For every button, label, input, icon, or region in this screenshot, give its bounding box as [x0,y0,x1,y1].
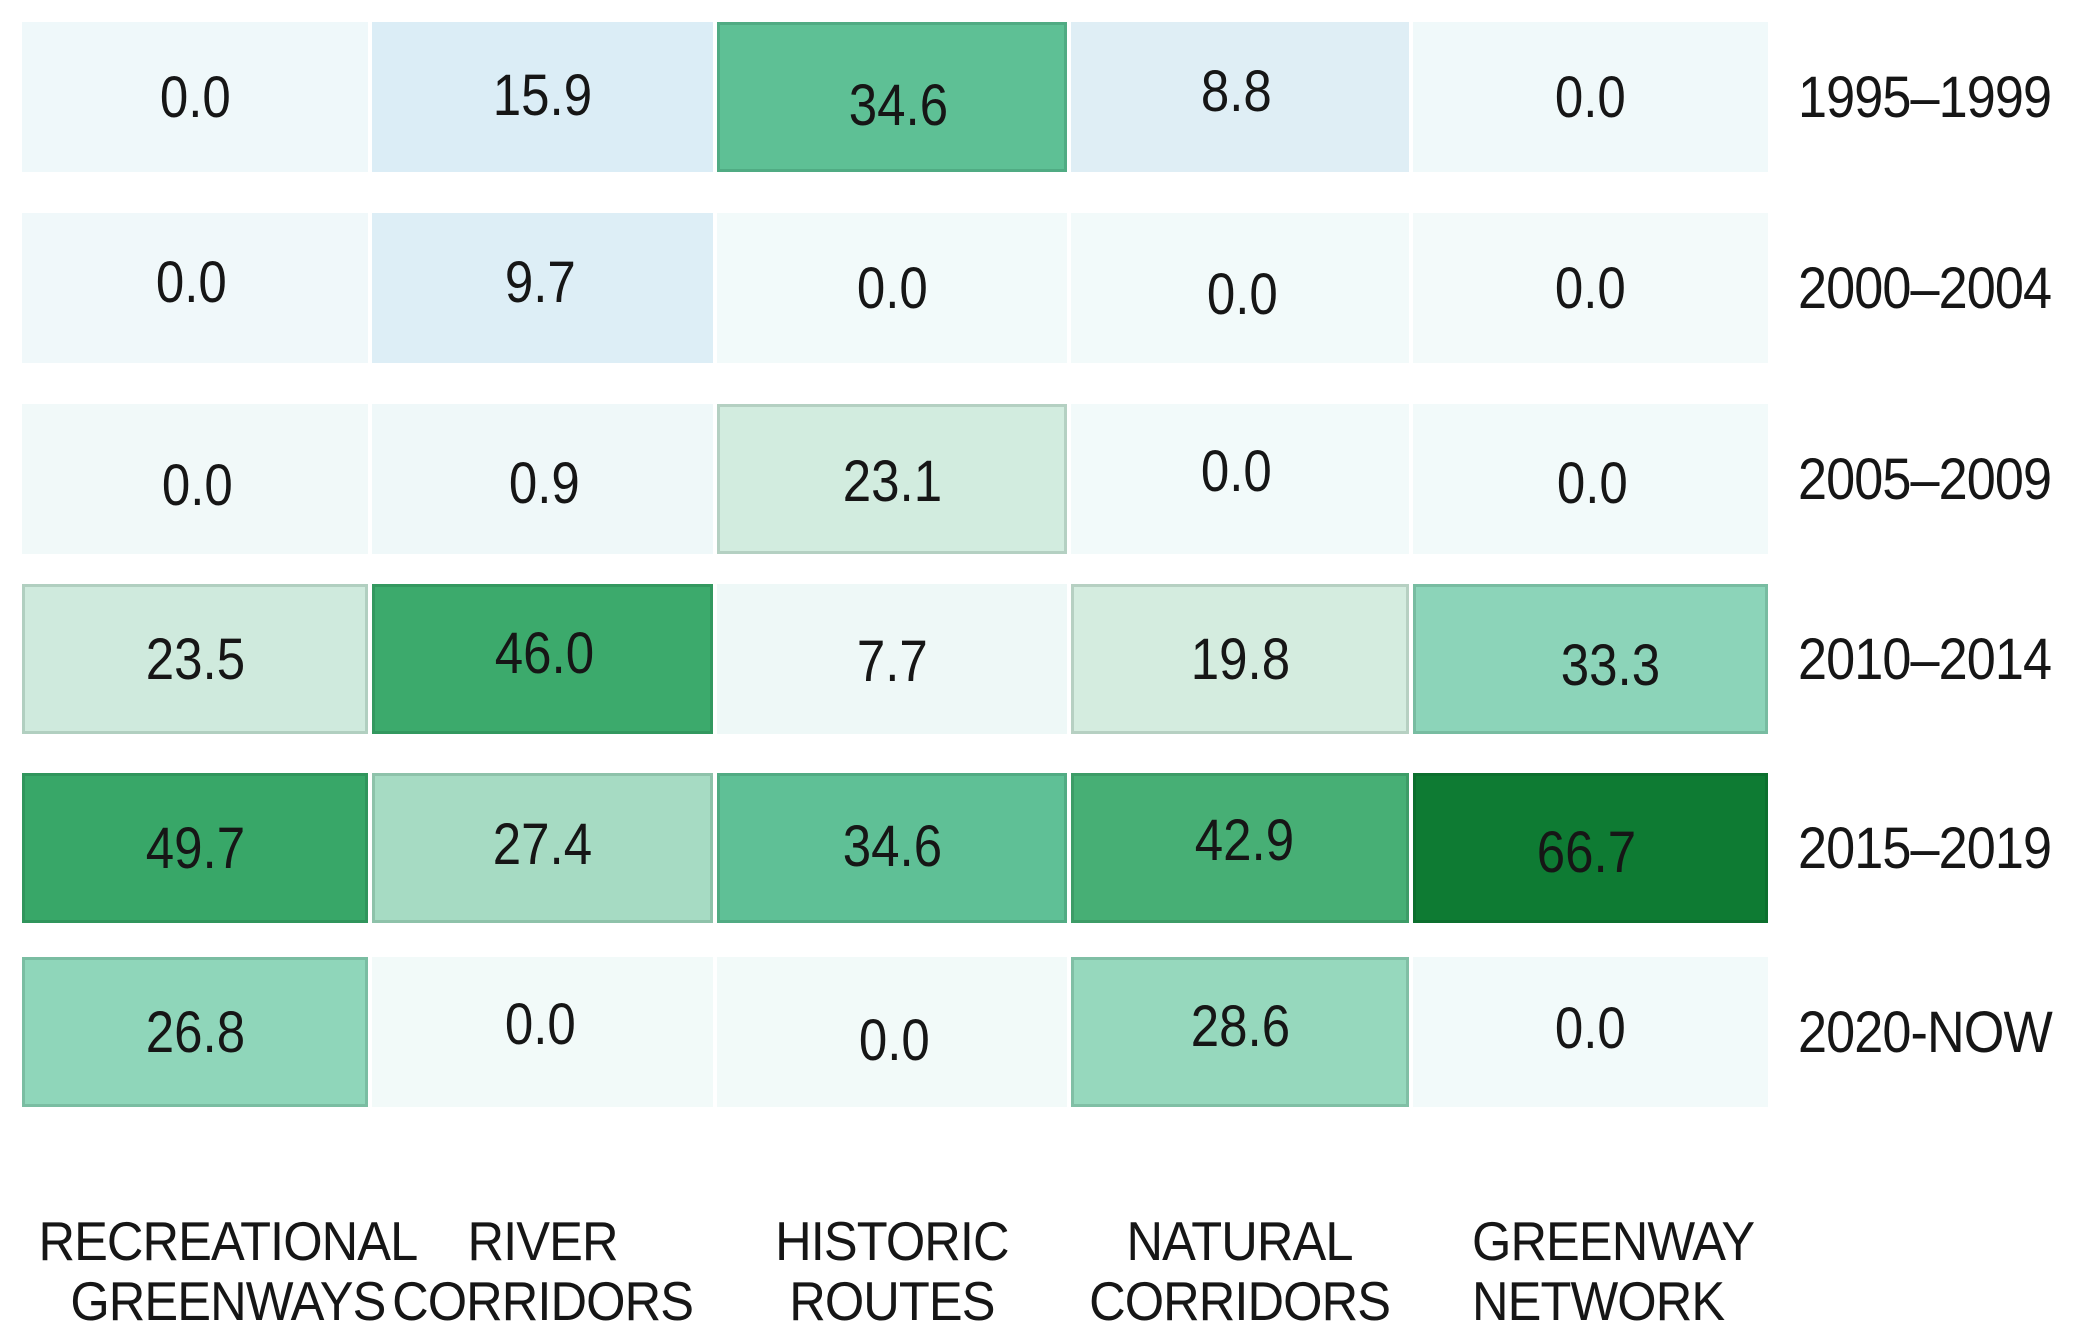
heatmap-cell-r1c3: 34.6 [717,22,1067,172]
row-label-text: 1995–1999 [1798,64,2052,130]
heatmap-cell-r5c4: 42.9 [1071,773,1409,923]
cell-value: 19.8 [1190,626,1290,692]
row-label-text: 2000–2004 [1798,255,2052,321]
cell-value: 0.0 [161,452,233,518]
heatmap-cell-r4c4: 19.8 [1071,584,1409,734]
heatmap-cell-r3c5: 0.0 [1413,404,1768,554]
row-label-1: 1995–1999 [1798,22,2079,172]
row-label-4: 2010–2014 [1798,584,2079,734]
heatmap-cell-r6c1: 26.8 [22,957,368,1107]
heatmap-cell-r2c1: 0.0 [22,213,368,363]
cell-value: 0.0 [1555,995,1626,1061]
row-label-6: 2020-NOW [1798,957,2080,1107]
cell-value: 42.9 [1194,807,1294,873]
column-label-line: RIVER [467,1210,618,1272]
heatmap-cell-r2c3: 0.0 [717,213,1067,363]
column-label-line: ROUTES [789,1270,995,1332]
cell-value: 27.4 [492,811,593,877]
column-label-line: CORRIDORS [392,1270,694,1332]
heatmap-cell-r6c4: 28.6 [1071,957,1409,1107]
column-label-line: NATURAL [1126,1210,1354,1272]
heatmap-cell-r6c5: 0.0 [1413,957,1768,1107]
heatmap-cell-r3c3: 23.1 [717,404,1067,554]
heatmap-cell-r2c2: 9.7 [372,213,713,363]
cell-value: 0.0 [159,64,231,130]
cell-value: 46.0 [494,620,595,686]
heatmap-cell-r4c2: 46.0 [372,584,713,734]
row-label-2: 2000–2004 [1798,213,2079,363]
cell-value: 0.0 [1206,261,1278,327]
heatmap-cell-r1c4: 8.8 [1071,22,1409,172]
cell-value: 8.8 [1200,58,1272,124]
heatmap-cell-r1c5: 0.0 [1413,22,1768,172]
cell-value: 15.9 [492,62,593,128]
cell-value: 28.6 [1190,993,1290,1059]
heatmap-cell-r3c2: 0.9 [372,404,713,554]
column-label-3: HISTORIC ROUTES [717,1211,1067,1331]
heatmap-cell-r6c3: 0.0 [717,957,1067,1107]
heatmap-cell-r1c1: 0.0 [22,22,368,172]
cell-value: 66.7 [1536,819,1637,885]
row-label-3: 2005–2009 [1798,404,2079,554]
heatmap-cell-r2c4: 0.0 [1071,213,1409,363]
cell-value: 0.0 [1555,255,1626,321]
column-label-line: NETWORK [1472,1270,1725,1332]
row-label-5: 2015–2019 [1798,773,2079,923]
cell-value: 9.7 [505,249,576,315]
column-label-text: NATURAL CORRIDORS [1089,1210,1392,1332]
column-label-1: RECREATIONAL GREENWAYS [22,1211,418,1331]
heatmap-cell-r3c1: 0.0 [22,404,368,554]
cell-value: 33.3 [1560,632,1661,698]
heatmap-cell-r5c5: 66.7 [1413,773,1768,923]
heatmap-cell-r5c2: 27.4 [372,773,713,923]
cell-value: 49.7 [145,815,245,881]
column-label-text: RECREATIONAL GREENWAYS [38,1210,418,1332]
cell-value: 0.0 [856,255,928,321]
heatmap-cell-r4c3: 7.7 [717,584,1067,734]
cell-value: 0.0 [1557,450,1628,516]
cell-value: 0.0 [1200,438,1272,504]
cell-value: 0.0 [505,991,576,1057]
cell-value: 0.0 [1555,64,1626,130]
column-label-5: GREENWAY NETWORK [1413,1211,1827,1331]
heatmap-cell-r4c5: 33.3 [1413,584,1768,734]
heatmap-cell-r4c1: 23.5 [22,584,368,734]
row-label-text: 2010–2014 [1798,626,2052,692]
cell-value: 34.6 [848,72,948,138]
column-label-2: RIVER CORRIDORS [372,1211,713,1331]
heatmap-cell-r2c5: 0.0 [1413,213,1768,363]
row-label-text: 2020-NOW [1798,999,2053,1065]
cell-value: 34.6 [842,813,942,879]
cell-value: 7.7 [856,628,928,694]
heatmap-cell-r1c2: 15.9 [372,22,713,172]
column-label-line: HISTORIC [775,1210,1009,1272]
cell-value: 23.1 [842,448,942,514]
cell-value: 0.0 [858,1007,930,1073]
row-label-text: 2015–2019 [1798,815,2052,881]
row-label-text: 2005–2009 [1798,446,2052,512]
column-label-line: CORRIDORS [1089,1270,1392,1332]
heatmap-cell-r5c3: 34.6 [717,773,1067,923]
cell-value: 0.9 [509,450,580,516]
cell-value: 26.8 [145,999,245,1065]
heatmap-cell-r6c2: 0.0 [372,957,713,1107]
column-label-line: RECREATIONAL [38,1210,418,1272]
column-label-line: GREENWAYS [70,1270,386,1332]
column-label-text: GREENWAY NETWORK [1472,1210,1755,1332]
heatmap-cell-r3c4: 0.0 [1071,404,1409,554]
column-label-text: HISTORIC ROUTES [775,1210,1009,1332]
column-label-text: RIVER CORRIDORS [392,1210,694,1332]
column-label-line: GREENWAY [1472,1210,1755,1272]
cell-value: 0.0 [155,249,227,315]
column-label-4: NATURAL CORRIDORS [1071,1211,1409,1331]
heatmap-cell-r5c1: 49.7 [22,773,368,923]
cell-value: 23.5 [145,626,245,692]
